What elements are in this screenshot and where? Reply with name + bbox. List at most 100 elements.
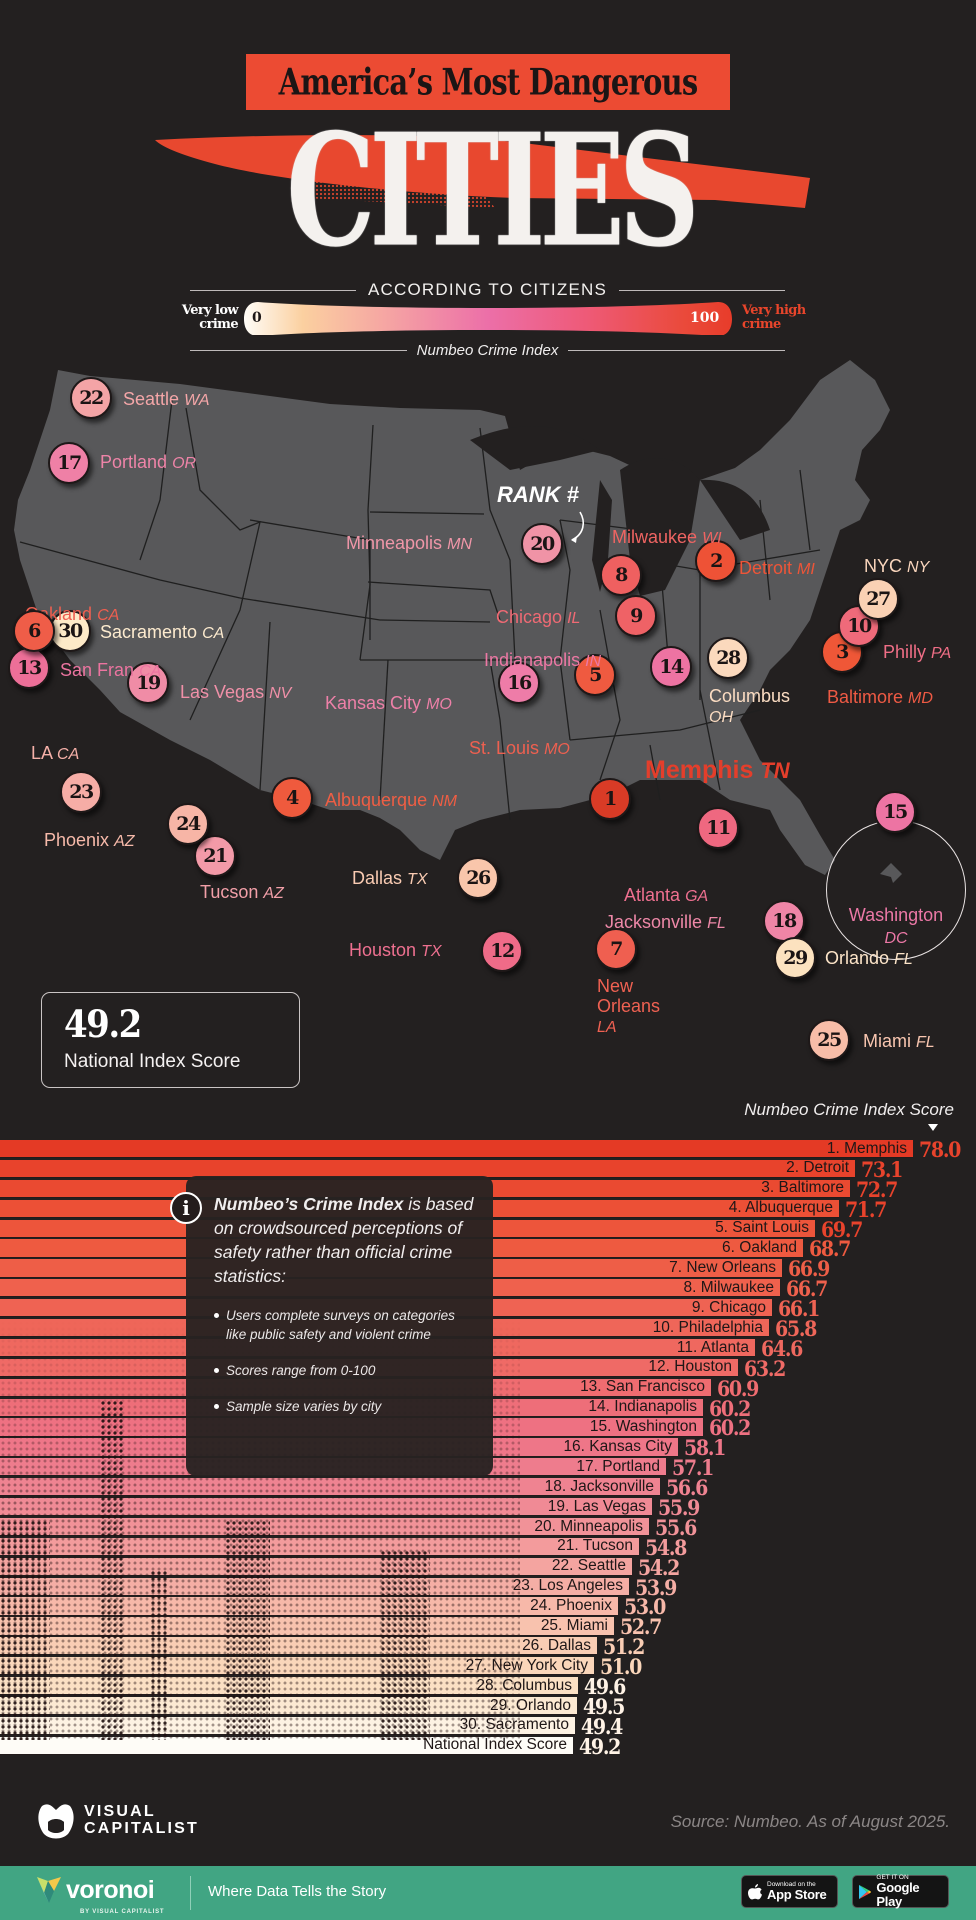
bar-value: 64.6 xyxy=(761,1336,803,1362)
bar[interactable]: 23. Los Angeles xyxy=(0,1577,629,1596)
map-marker-detroit[interactable]: 2 xyxy=(695,540,737,582)
map-marker-columbus[interactable]: 28 xyxy=(707,637,749,679)
map-marker-albuquerque[interactable]: 4 xyxy=(271,777,313,819)
map-marker-tucson[interactable]: 21 xyxy=(194,835,236,877)
national-score-value: 49.2 xyxy=(64,1003,142,1047)
source-note: Source: Numbeo. As of August 2025. xyxy=(670,1812,950,1831)
knife-illustration xyxy=(155,135,810,208)
map-marker-indianapolis[interactable]: 14 xyxy=(650,646,692,688)
map-marker-minneapolis[interactable]: 20 xyxy=(521,523,563,565)
google-play-icon xyxy=(859,1884,872,1899)
skyline-tower-decoration xyxy=(100,1400,124,1740)
bar-value: 51.0 xyxy=(600,1655,642,1680)
map-marker-chicago[interactable]: 9 xyxy=(615,595,657,637)
bar-value: 66.7 xyxy=(786,1277,828,1302)
map-marker-milwaukee[interactable]: 8 xyxy=(600,554,642,596)
bar-label: 3. Baltimore xyxy=(761,1179,844,1197)
legend-gradient-bar xyxy=(244,302,732,336)
visual-capitalist-mark-icon xyxy=(38,1804,74,1839)
map-marker-kansas-city[interactable]: 16 xyxy=(498,662,540,704)
bar-label: 5. Saint Louis xyxy=(715,1219,809,1237)
bar[interactable]: 20. Minneapolis xyxy=(0,1518,649,1537)
bar[interactable]: 21. Tucson xyxy=(0,1537,639,1556)
voronoi-mark-icon xyxy=(37,1877,61,1903)
map-marker-atlanta[interactable]: 11 xyxy=(697,807,739,849)
bar[interactable]: National Index Score xyxy=(0,1736,573,1755)
bar-label: 28. Columbus xyxy=(476,1676,572,1694)
bar[interactable]: 19. Las Vegas xyxy=(0,1498,652,1517)
map-label-miami: Miami FL xyxy=(863,1031,935,1051)
bar[interactable]: 29. Orlando xyxy=(0,1696,577,1716)
map-label-jacksonville: Jacksonville FL xyxy=(605,912,726,932)
voronoi-logo[interactable]: voronoi BY VISUAL CAPITALIST xyxy=(36,1875,164,1915)
map-marker-seattle[interactable]: 22 xyxy=(70,377,112,419)
map-label-detroit: Detroit MI xyxy=(739,558,815,578)
bar[interactable]: 1. Memphis xyxy=(0,1140,913,1159)
bar-label: 18. Jacksonville xyxy=(544,1477,654,1495)
map-marker-sacramento[interactable]: 30 xyxy=(49,610,91,652)
bar[interactable]: 24. Phoenix xyxy=(0,1597,618,1616)
map-marker-houston[interactable]: 12 xyxy=(481,930,523,972)
title-band-text: America’s Most Dangerous xyxy=(278,60,699,104)
bar[interactable]: 27. New York City xyxy=(0,1656,594,1676)
legend-index-name: Numbeo Crime Index xyxy=(190,340,786,360)
map-marker-las-vegas[interactable]: 19 xyxy=(127,662,169,704)
bar-label: 17. Portland xyxy=(576,1457,660,1475)
bar-label: 2. Detroit xyxy=(786,1159,849,1177)
app-store-button[interactable]: Download on the App Store xyxy=(741,1875,838,1908)
bar-value: 73.1 xyxy=(861,1157,903,1183)
national-score-box: 49.2 National Index Score xyxy=(41,992,300,1088)
bar[interactable]: 28. Columbus xyxy=(0,1676,578,1696)
map-marker-los-angeles[interactable]: 23 xyxy=(60,771,102,813)
bar-label: 21. Tucson xyxy=(557,1537,633,1555)
footer: VISUAL CAPITALIST Source: Numbeo. As of … xyxy=(0,1780,976,1866)
dc-shape xyxy=(880,863,902,883)
bar-row: 19. Las Vegas 55.9 xyxy=(0,1496,976,1521)
map-label-las-vegas: Las Vegas NV xyxy=(180,682,292,702)
bar-label: 29. Orlando xyxy=(490,1696,571,1714)
bar[interactable]: 25. Miami xyxy=(0,1617,614,1636)
divider xyxy=(619,289,786,291)
map-label-dallas: Dallas TX xyxy=(352,868,428,888)
bar-label: 30. Sacramento xyxy=(459,1716,569,1734)
bar[interactable]: 26. Dallas xyxy=(0,1637,597,1656)
bar-row: 24. Phoenix 53.0 xyxy=(0,1595,976,1620)
skyline-building-decoration xyxy=(0,1520,50,1740)
map-marker-portland[interactable]: 17 xyxy=(48,442,90,484)
map-marker-miami[interactable]: 25 xyxy=(808,1019,850,1061)
info-box: Numbeo’s Crime Index is based on crowdso… xyxy=(186,1176,493,1476)
map-marker-jacksonville[interactable]: 18 xyxy=(763,900,805,942)
visual-capitalist-logo[interactable]: VISUAL CAPITALIST xyxy=(36,1800,199,1840)
bar-value: 69.7 xyxy=(821,1217,863,1243)
bar-label: 27. New York City xyxy=(465,1656,588,1674)
bar[interactable]: 22. Seattle xyxy=(0,1557,632,1576)
bar-value: 55.6 xyxy=(655,1515,697,1541)
map-label-philly: Philly PA xyxy=(883,642,952,662)
bar[interactable]: 18. Jacksonville xyxy=(0,1477,660,1497)
subtitle: ACCORDING TO CITIZENS xyxy=(190,278,786,302)
bar[interactable]: 30. Sacramento xyxy=(0,1716,575,1736)
map-marker-nyc[interactable]: 27 xyxy=(857,578,899,620)
map-label-atlanta: Atlanta GA xyxy=(624,885,709,905)
map-marker-phoenix[interactable]: 24 xyxy=(167,803,209,845)
map-marker-orlando[interactable]: 29 xyxy=(774,937,816,979)
bar-row: 26. Dallas 51.2 xyxy=(0,1635,976,1660)
map-marker-oakland-top[interactable]: 6 xyxy=(13,610,55,652)
bar-value: 72.7 xyxy=(856,1177,898,1203)
map-marker-new-orleans[interactable]: 7 xyxy=(595,928,637,970)
map-label-st-louis: St. Louis MO xyxy=(469,738,570,758)
bar-value: 52.7 xyxy=(620,1615,662,1641)
map-marker-washington[interactable]: 15 xyxy=(874,791,916,833)
skyline-building-decoration xyxy=(380,1550,430,1740)
map-marker-san-francisco[interactable]: 13 xyxy=(8,647,50,689)
bar-value: 49.4 xyxy=(581,1714,623,1740)
bar-chart: Numbeo Crime Index Score 1. Memphis 78.0 2… xyxy=(0,1100,976,1770)
google-play-button[interactable]: GET IT ON Google Play xyxy=(852,1874,949,1909)
map-marker-dallas[interactable]: 26 xyxy=(457,857,499,899)
info-bullet: Sample size varies by city xyxy=(214,1397,474,1416)
bar-value: 66.1 xyxy=(778,1297,820,1322)
bar-value: 68.7 xyxy=(809,1237,851,1263)
map-label-indianapolis: Indianapolis IN xyxy=(484,650,602,670)
map-marker-st-louis[interactable]: 5 xyxy=(574,654,616,696)
map-marker-memphis[interactable]: 1 xyxy=(589,778,631,820)
